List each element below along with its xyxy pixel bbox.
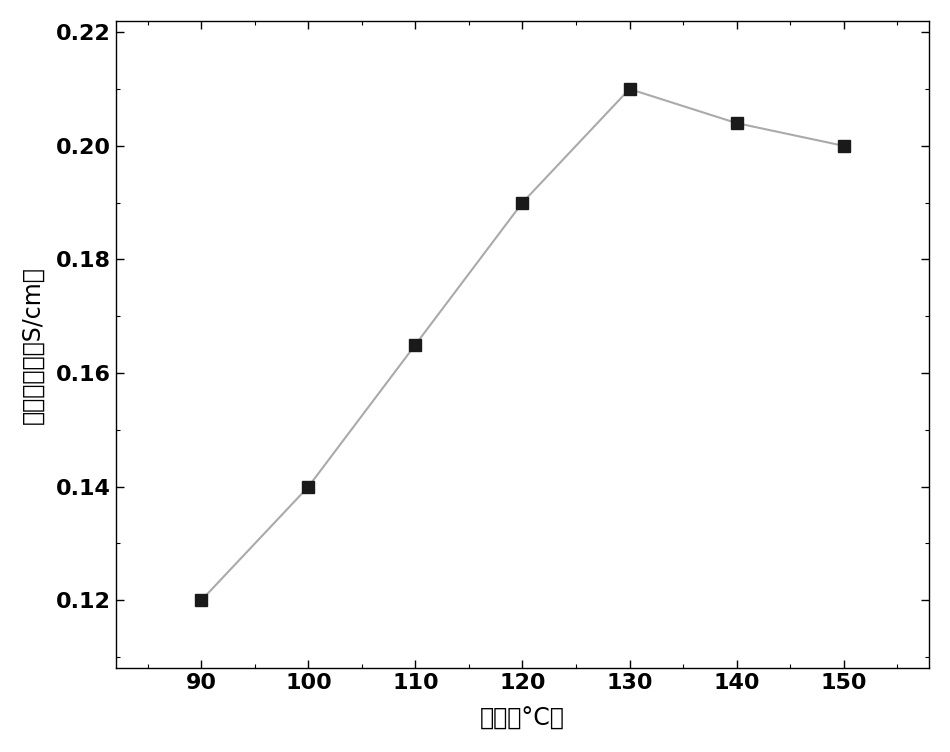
X-axis label: 温度（°C）: 温度（°C）	[480, 707, 565, 731]
Y-axis label: 质子传导率（S/cm）: 质子传导率（S/cm）	[21, 265, 45, 423]
